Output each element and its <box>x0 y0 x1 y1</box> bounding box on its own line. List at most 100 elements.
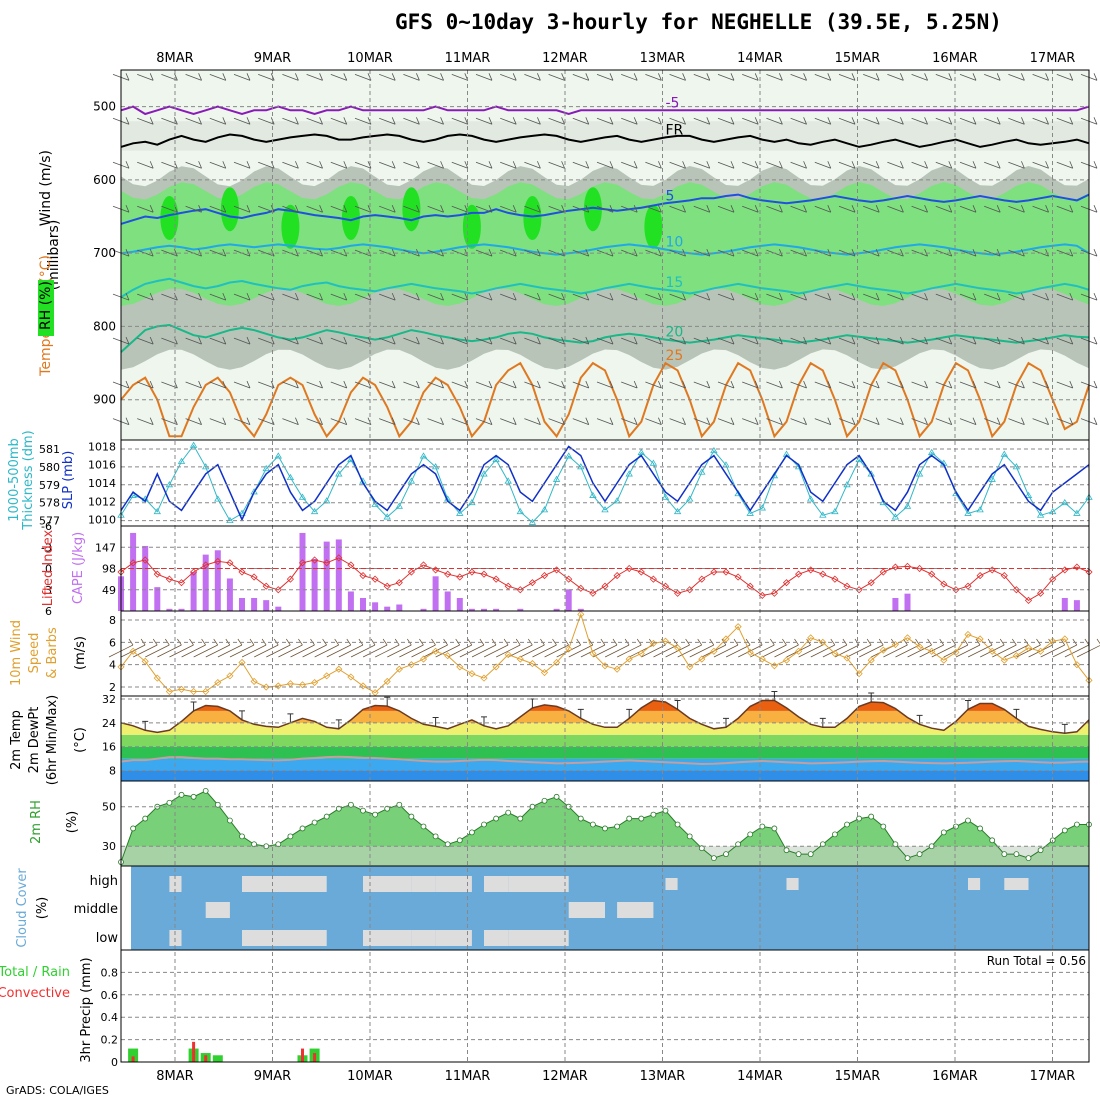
x-tick-label-top: 14MAR <box>737 51 783 66</box>
x-tick-label-top: 16MAR <box>932 51 978 66</box>
legend-label: Wind (m/s) <box>38 150 54 226</box>
cloud-block <box>568 902 605 918</box>
rh-marker <box>481 821 487 828</box>
wind-barb <box>1008 417 1025 426</box>
wind-barb <box>403 336 420 345</box>
wind-barb <box>137 417 154 426</box>
wind-barb <box>693 73 711 81</box>
wind-barb <box>1056 73 1074 81</box>
wind-barb <box>379 292 396 301</box>
li-marker <box>540 572 549 580</box>
wind-barb <box>1032 417 1049 426</box>
wind-speed-marker <box>528 660 536 668</box>
x-tick-label-bottom: 14MAR <box>737 1069 783 1084</box>
wind-barb <box>766 417 783 426</box>
wind-barb <box>306 161 323 169</box>
rh-marker <box>372 811 379 818</box>
y-tick-label: 500 <box>93 100 116 114</box>
wind-speed-marker <box>480 674 488 682</box>
wind-barb-10m <box>738 638 763 658</box>
wind-barb <box>1032 336 1049 345</box>
wind-barb <box>790 417 807 426</box>
wind-barb <box>572 117 590 125</box>
wind-barb <box>838 380 856 389</box>
wind-barb-10m <box>217 638 243 658</box>
thickness-marker <box>698 468 706 475</box>
thickness-marker <box>492 455 500 463</box>
wind-barb <box>500 205 517 213</box>
contour-label: 25 <box>666 348 684 364</box>
cloud-block <box>665 878 678 890</box>
wind-speed-marker <box>238 658 246 667</box>
minmax-bar <box>965 699 971 710</box>
wind-barb <box>185 73 202 81</box>
wind-barb <box>959 417 977 426</box>
thickness-marker <box>189 441 198 448</box>
thickness-marker <box>915 470 924 477</box>
legend-label: (%) <box>65 811 80 834</box>
li-marker <box>928 570 936 578</box>
wind-barb-10m <box>604 638 630 658</box>
legend-label: RH (%) <box>38 281 54 330</box>
wind-barb <box>379 205 396 213</box>
li-marker <box>153 570 161 578</box>
li-marker <box>335 554 343 562</box>
y-tick-label: 147 <box>95 541 116 554</box>
thickness-marker <box>456 509 464 516</box>
li-marker <box>286 575 294 583</box>
wind-barb-10m <box>508 638 533 658</box>
wind-barb <box>548 292 565 301</box>
wind-barb <box>427 380 444 389</box>
wind-barb <box>669 73 686 81</box>
cloud-block <box>363 930 412 946</box>
wind-barb <box>596 336 614 345</box>
wind-speed-marker <box>540 668 549 677</box>
li-marker <box>274 586 282 594</box>
wind-barb <box>959 161 977 169</box>
legend-label: 3hr Precip (mm) <box>79 957 94 1062</box>
wind-barb <box>621 73 638 81</box>
rh-marker <box>214 801 221 808</box>
wind-barb <box>1056 249 1074 257</box>
y-tick-label: 700 <box>93 246 116 260</box>
wind-barb <box>717 117 735 125</box>
rh-marker <box>408 813 415 820</box>
wind-barb <box>1032 205 1049 213</box>
wind-barb <box>572 205 590 213</box>
wind-speed-marker <box>359 682 367 690</box>
precip-conv-bar <box>301 1048 304 1062</box>
wind-barb <box>427 249 444 257</box>
wind-speed-line <box>120 612 1090 694</box>
thickness-marker <box>649 459 658 466</box>
wind-speed-marker <box>335 665 343 673</box>
thickness-marker <box>395 502 404 509</box>
y-tick-label: 4 <box>109 659 116 672</box>
wind-barb <box>185 161 202 169</box>
rh-marker <box>178 791 185 798</box>
wind-barb <box>233 161 251 169</box>
temp-line <box>120 699 1090 735</box>
thickness-marker <box>831 507 839 515</box>
wind-barb <box>1056 161 1074 169</box>
legend-label: 2m RH <box>29 800 44 844</box>
cloud-block <box>363 876 412 892</box>
cape-bar <box>1061 597 1068 611</box>
temp-band <box>121 734 1089 747</box>
rh-marker <box>1025 855 1032 861</box>
wind-barb <box>1008 73 1025 81</box>
wind-barb <box>887 249 904 257</box>
wind-barb <box>742 73 759 81</box>
wind-speed-marker <box>250 677 258 686</box>
wind-barb <box>814 380 832 389</box>
legend-label: 2m Temp <box>9 710 24 770</box>
li-line <box>120 557 1090 602</box>
y-tick-label: -3 <box>41 541 52 554</box>
wind-barb <box>1056 117 1074 125</box>
thickness-marker <box>153 507 162 515</box>
x-tick-label-top: 8MAR <box>156 51 193 66</box>
cloud-block <box>411 930 436 946</box>
wind-barb <box>306 117 323 125</box>
y-tick-label: 900 <box>93 393 116 407</box>
wind-barb <box>742 292 759 301</box>
wind-barb-10m <box>871 638 896 658</box>
